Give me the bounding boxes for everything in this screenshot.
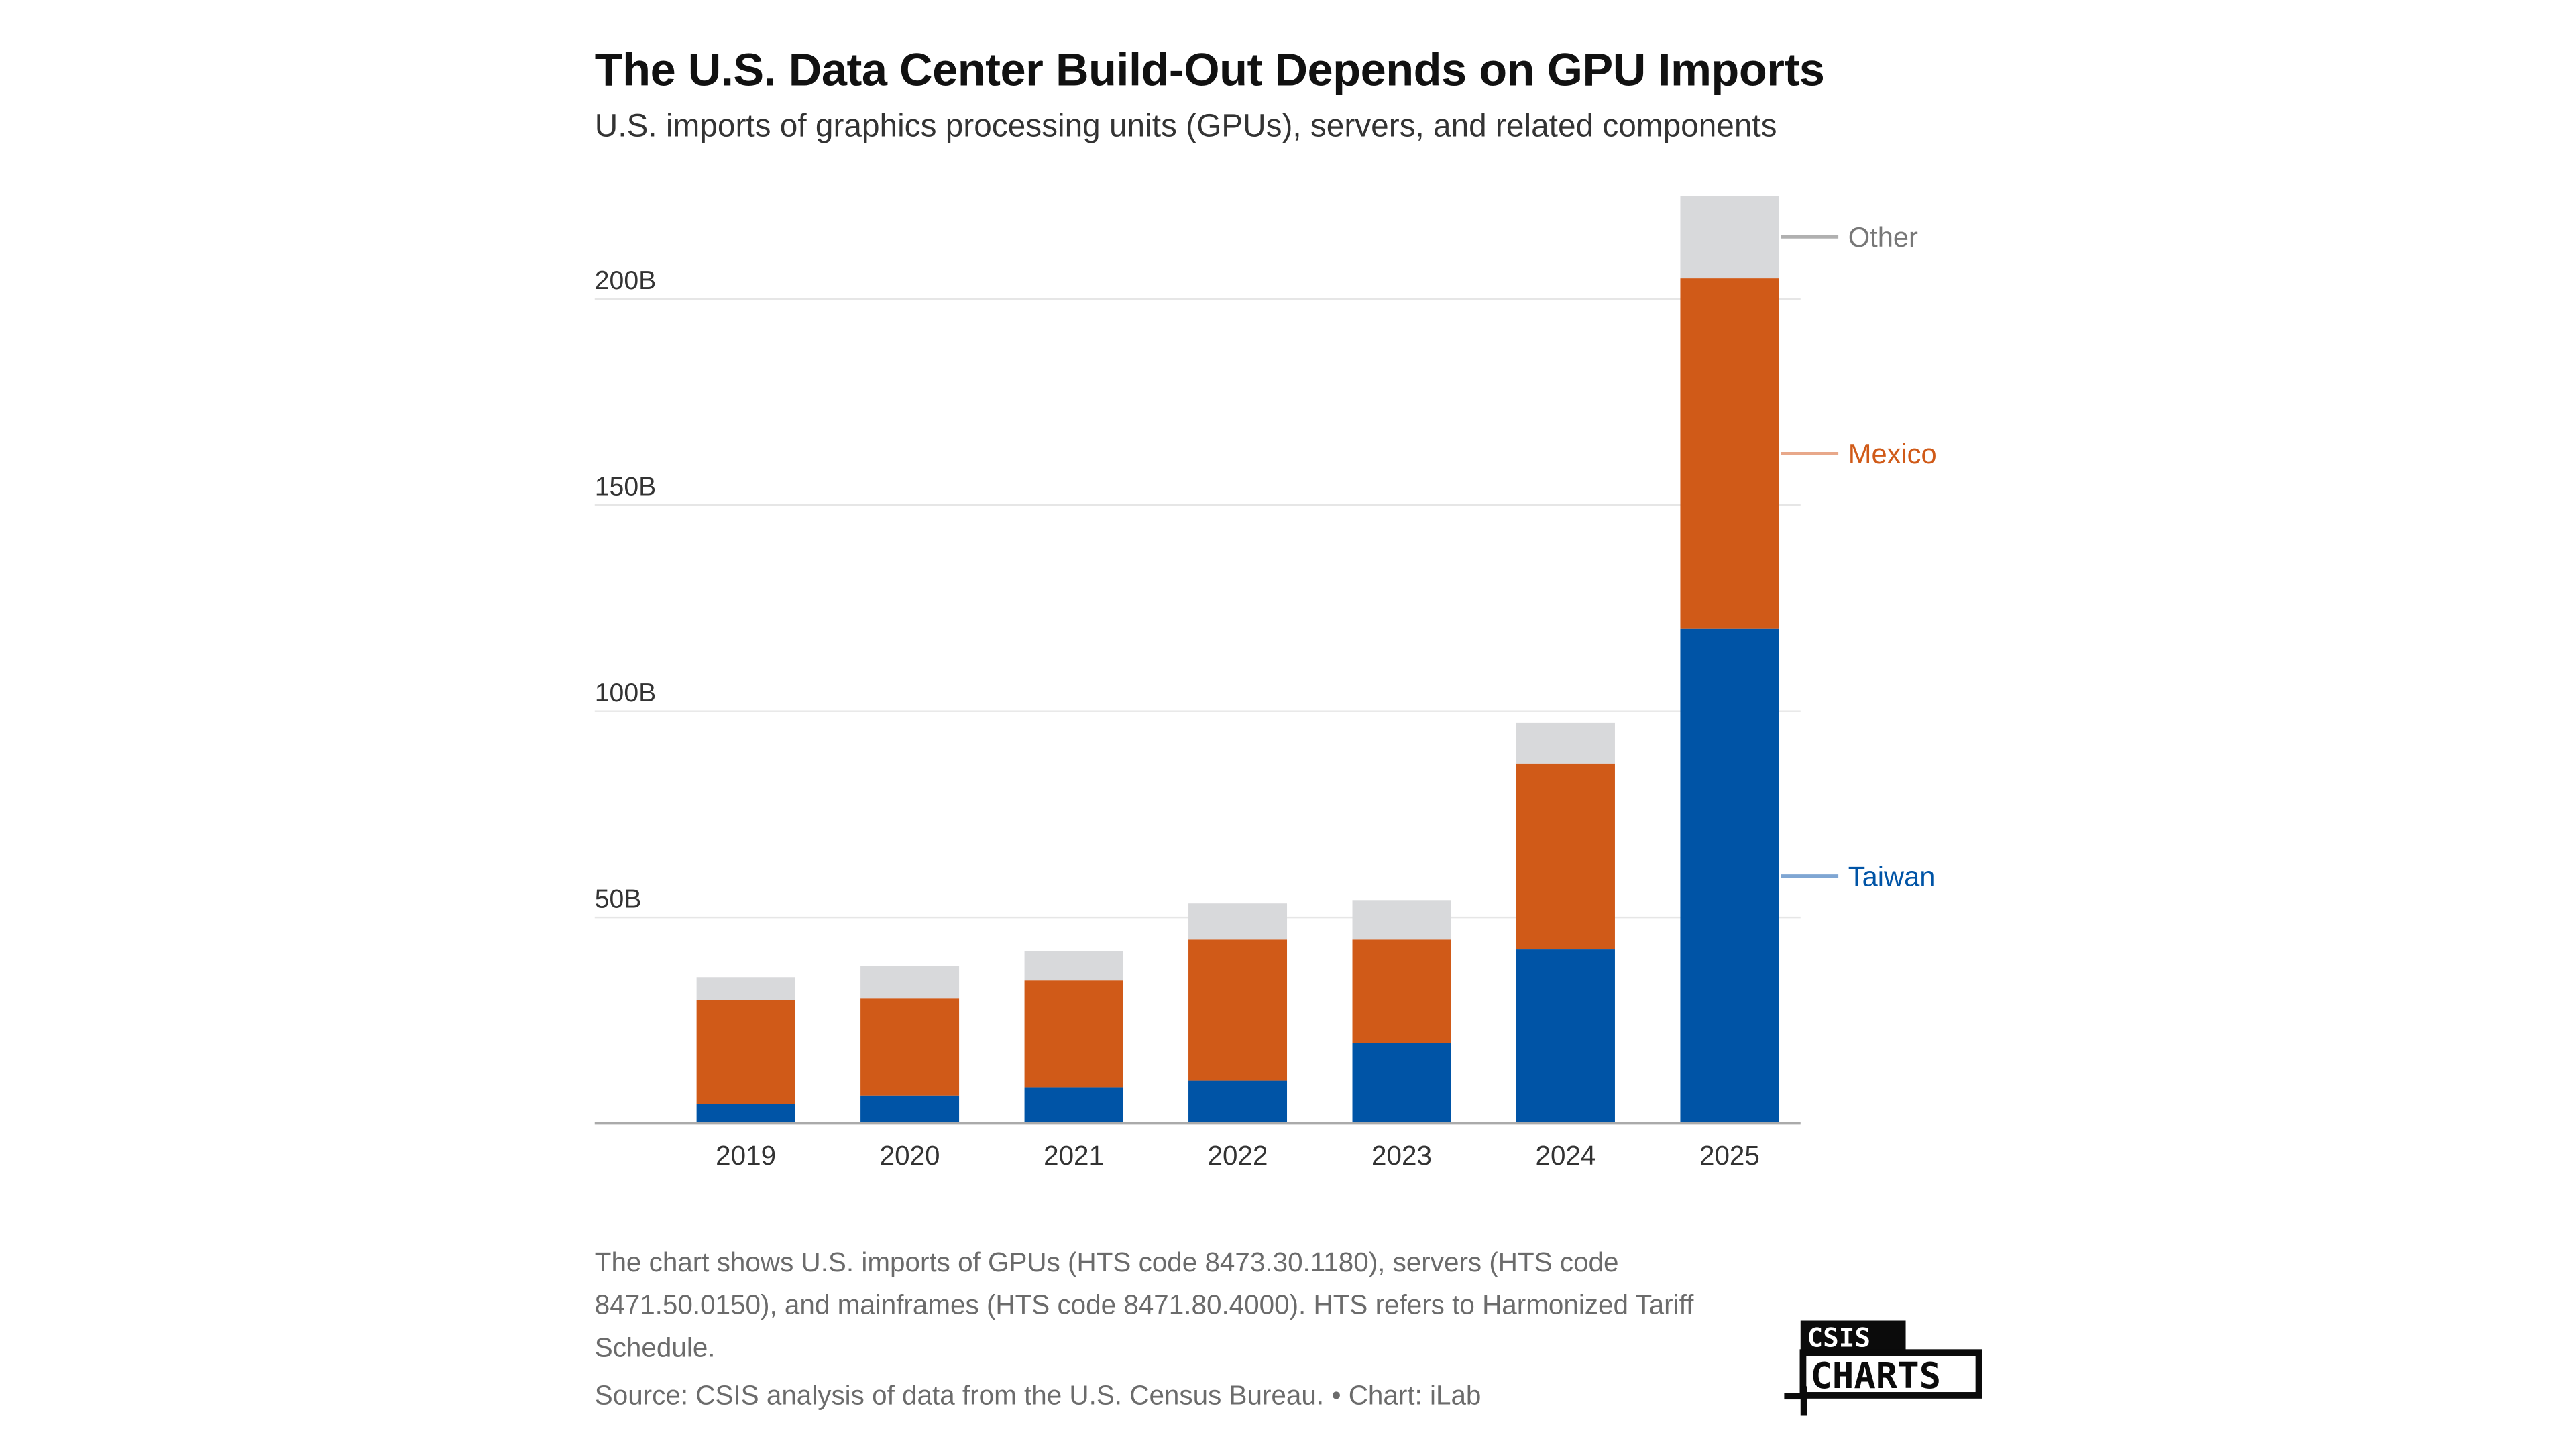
bar-taiwan-2024 (1516, 949, 1615, 1124)
bar-other-2022 (1188, 903, 1288, 940)
bar-mexico-2021 (1024, 980, 1123, 1088)
bar-other-2024 (1516, 722, 1615, 764)
legend-label-mexico: Mexico (1848, 438, 1937, 469)
chart-note: The chart shows U.S. imports of GPUs (HT… (594, 1248, 1694, 1364)
x-tick-label: 2021 (1044, 1140, 1104, 1171)
bar-other-2020 (860, 966, 960, 999)
bar-mexico-2023 (1352, 939, 1451, 1043)
bar-taiwan-2023 (1352, 1043, 1451, 1124)
bar-taiwan-2021 (1024, 1087, 1123, 1124)
legend-label-taiwan: Taiwan (1848, 860, 1936, 892)
chart-source: Source: CSIS analysis of data from the U… (594, 1381, 1481, 1411)
bar-taiwan-2019 (696, 1104, 795, 1124)
legend-label-other: Other (1848, 221, 1918, 253)
y-tick-label: 50B (595, 884, 642, 913)
bar-other-2023 (1352, 900, 1451, 940)
x-tick-label: 2025 (1699, 1140, 1760, 1171)
x-tick-label: 2020 (880, 1140, 940, 1171)
chart-subtitle: U.S. imports of graphics processing unit… (594, 108, 1777, 145)
bar-other-2025 (1680, 196, 1779, 279)
bar-taiwan-2025 (1680, 628, 1779, 1124)
bar-other-2019 (696, 977, 795, 1000)
svg-text:CHARTS: CHARTS (1810, 1354, 1941, 1397)
x-tick-label: 2024 (1536, 1140, 1596, 1171)
y-tick-label: 150B (595, 473, 657, 502)
bar-taiwan-2020 (860, 1095, 960, 1124)
y-tick-label: 100B (595, 679, 657, 707)
bar-mexico-2022 (1188, 939, 1288, 1081)
svg-text:CSIS: CSIS (1807, 1324, 1870, 1354)
csis-charts-logo: CSIS CHARTS (1784, 1320, 1982, 1416)
x-tick-label: 2023 (1371, 1140, 1432, 1171)
bar-mexico-2025 (1680, 278, 1779, 629)
bar-mexico-2019 (696, 1000, 795, 1104)
bar-mexico-2020 (860, 998, 960, 1096)
bar-mexico-2024 (1516, 763, 1615, 950)
x-tick-label: 2019 (716, 1140, 776, 1171)
x-tick-label: 2022 (1208, 1140, 1268, 1171)
bar-taiwan-2022 (1188, 1080, 1288, 1124)
bar-other-2021 (1024, 951, 1123, 981)
chart-title: The U.S. Data Center Build-Out Depends o… (594, 44, 1825, 96)
y-tick-label: 200B (595, 266, 657, 295)
